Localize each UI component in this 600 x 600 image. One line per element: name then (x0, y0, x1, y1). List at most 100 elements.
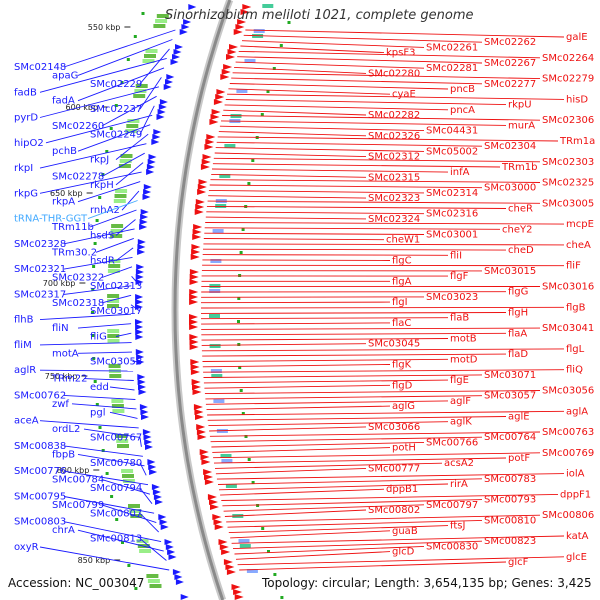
left-strand-feature (163, 84, 172, 90)
gene-connector-right (202, 254, 449, 256)
gene-connector-left (101, 479, 151, 495)
gene-connector-right (209, 184, 483, 189)
gene-connector-right (201, 343, 367, 346)
gene-connector-right (219, 125, 425, 132)
gene-connector-left (83, 428, 141, 438)
right-strand-feature (189, 299, 199, 305)
gene-connector-right (241, 40, 425, 48)
right-strand-feature (197, 189, 207, 195)
left-strand-feature (168, 554, 177, 560)
annotation-block (107, 334, 120, 338)
right-strand-feature (191, 379, 201, 385)
tick-label: 700 kbp (43, 279, 76, 288)
gene-label-left: ordL2 (52, 424, 80, 435)
right-strand-feature (213, 519, 223, 525)
gene-label-right: SMc02323 (368, 193, 420, 204)
left-strand-feature (146, 169, 155, 175)
left-strand-feature (147, 459, 156, 465)
marker-dot (141, 12, 145, 15)
left-strand-feature (147, 159, 156, 165)
gene-label-left: rkpJ (90, 155, 109, 166)
gene-label-right: SMc02316 (426, 209, 478, 220)
right-strand-feature (192, 234, 202, 240)
gene-connector-right (213, 157, 541, 163)
right-strand-feature (209, 499, 218, 505)
feature-tracks (107, 4, 274, 600)
left-strand-feature (145, 444, 153, 450)
backbone-arc (173, 0, 232, 600)
gene-connector-right (239, 561, 507, 571)
left-strand-feature (180, 594, 189, 600)
gene-label-right: aglK (450, 417, 472, 428)
annotation-block (209, 314, 220, 318)
gene-label-right: katA (566, 531, 589, 542)
gene-connector-left (63, 445, 143, 457)
marker-dot (260, 113, 264, 116)
left-strand-feature (138, 384, 146, 390)
gene-label-right: potF (508, 453, 530, 464)
left-strand-feature (165, 79, 173, 85)
gene-label-right: SMc02280 (368, 68, 420, 79)
gene-label-left: rkpA (52, 197, 75, 208)
annotation-block (155, 19, 168, 23)
annotation-block (144, 54, 156, 58)
right-strand-feature (189, 339, 199, 345)
gene-label-left: SMc02328 (14, 239, 66, 250)
annotation-block (225, 484, 237, 488)
gene-connector-right (220, 488, 385, 496)
right-strand-feature (218, 539, 228, 545)
gene-label-right: cheW1 (386, 235, 420, 246)
gene-connector-right (224, 509, 367, 517)
left-strand-feature (137, 379, 146, 385)
annotation-block (115, 189, 128, 193)
gene-label-right: SMc00823 (484, 536, 536, 547)
gene-connector-left (139, 105, 155, 135)
left-strand-feature (167, 549, 176, 555)
gene-connector-right (202, 259, 391, 261)
gene-label-left: fadB (14, 87, 37, 98)
gene-connector-left (63, 29, 176, 68)
gene-label-left: SMc02318 (52, 298, 104, 309)
gene-label-left: SMc02249 (90, 129, 142, 140)
gene-connector-left (101, 95, 157, 127)
gene-label-right: SMc02261 (426, 42, 478, 53)
gene-label-right: murA (508, 120, 535, 131)
marker-dot (98, 196, 102, 199)
gene-label-left: fliM (14, 340, 32, 351)
gene-connector-right (209, 431, 541, 437)
gene-label-left: rkpI (14, 163, 33, 174)
gene-label-right: SMc03041 (542, 323, 594, 334)
gene-connector-left (63, 228, 135, 245)
right-strand-feature (196, 424, 206, 430)
gene-connector-left (45, 114, 153, 144)
annotation-block (121, 469, 134, 473)
gene-label-right: motB (450, 334, 477, 345)
gene-connector-right (202, 358, 449, 362)
right-strand-feature (190, 364, 200, 370)
marker-dot (251, 159, 255, 162)
gene-connector-right (207, 200, 541, 204)
left-strand-feature (146, 164, 155, 170)
annotation-block (109, 374, 122, 378)
gene-label-left: SMc02148 (14, 62, 66, 73)
marker-dot (261, 527, 265, 530)
annotation-block (110, 229, 123, 233)
left-strand-feature (152, 489, 161, 495)
right-strand-feature (204, 474, 213, 480)
gene-label-right: SMc03023 (426, 292, 478, 303)
gene-connector-right (228, 525, 449, 534)
right-strand-feature (200, 454, 210, 460)
gene-connector-right (205, 400, 449, 405)
left-strand-feature (159, 519, 168, 525)
annotation-block (211, 374, 223, 378)
gene-connector-left (39, 313, 132, 321)
gene-connector-right (222, 499, 483, 507)
annotation-block (135, 84, 148, 88)
gene-label-right: flgG (508, 287, 528, 298)
annotation-block (125, 129, 138, 133)
left-strand-feature (170, 59, 179, 65)
gene-connector-left (139, 462, 147, 476)
gene-connector-right (216, 473, 565, 480)
annotation-block (112, 409, 125, 413)
